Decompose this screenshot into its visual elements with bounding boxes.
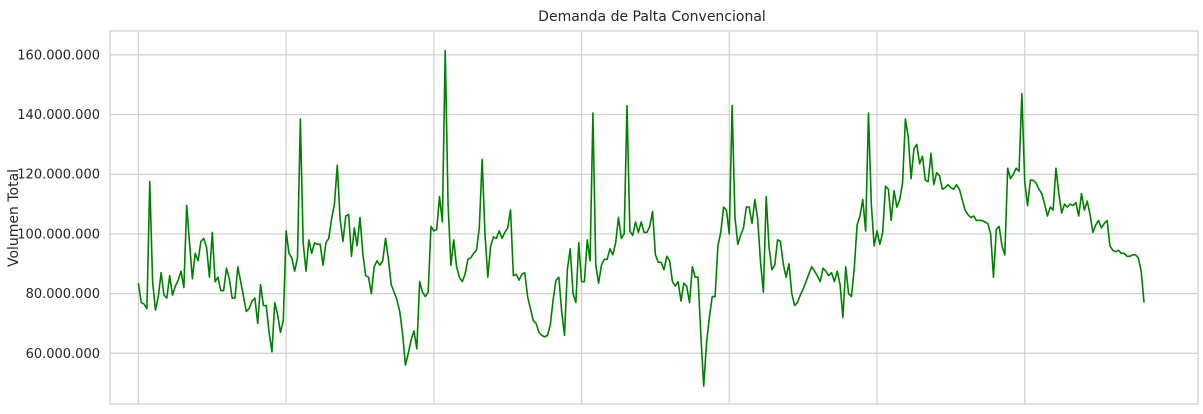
y-tick-label: 100.000.000: [17, 227, 100, 242]
y-tick-label: 120.000.000: [17, 168, 100, 183]
grid: [110, 31, 1198, 404]
series-line: [137, 49, 1145, 387]
y-tick-label: 80.000.000: [26, 287, 100, 302]
chart-title: Demanda de Palta Convencional: [538, 9, 766, 25]
y-tick-label: 60.000.000: [26, 347, 100, 362]
plot-frame: [109, 30, 1199, 405]
series-group: [137, 49, 1145, 387]
y-tick-label: 140.000.000: [17, 108, 100, 123]
y-tick-label: 160.000.000: [17, 48, 100, 63]
y-tick-labels: 60.000.000 80.000.000 100.000.000 120.000.0…: [17, 48, 100, 361]
y-axis-title: Volumen Total: [6, 169, 22, 267]
